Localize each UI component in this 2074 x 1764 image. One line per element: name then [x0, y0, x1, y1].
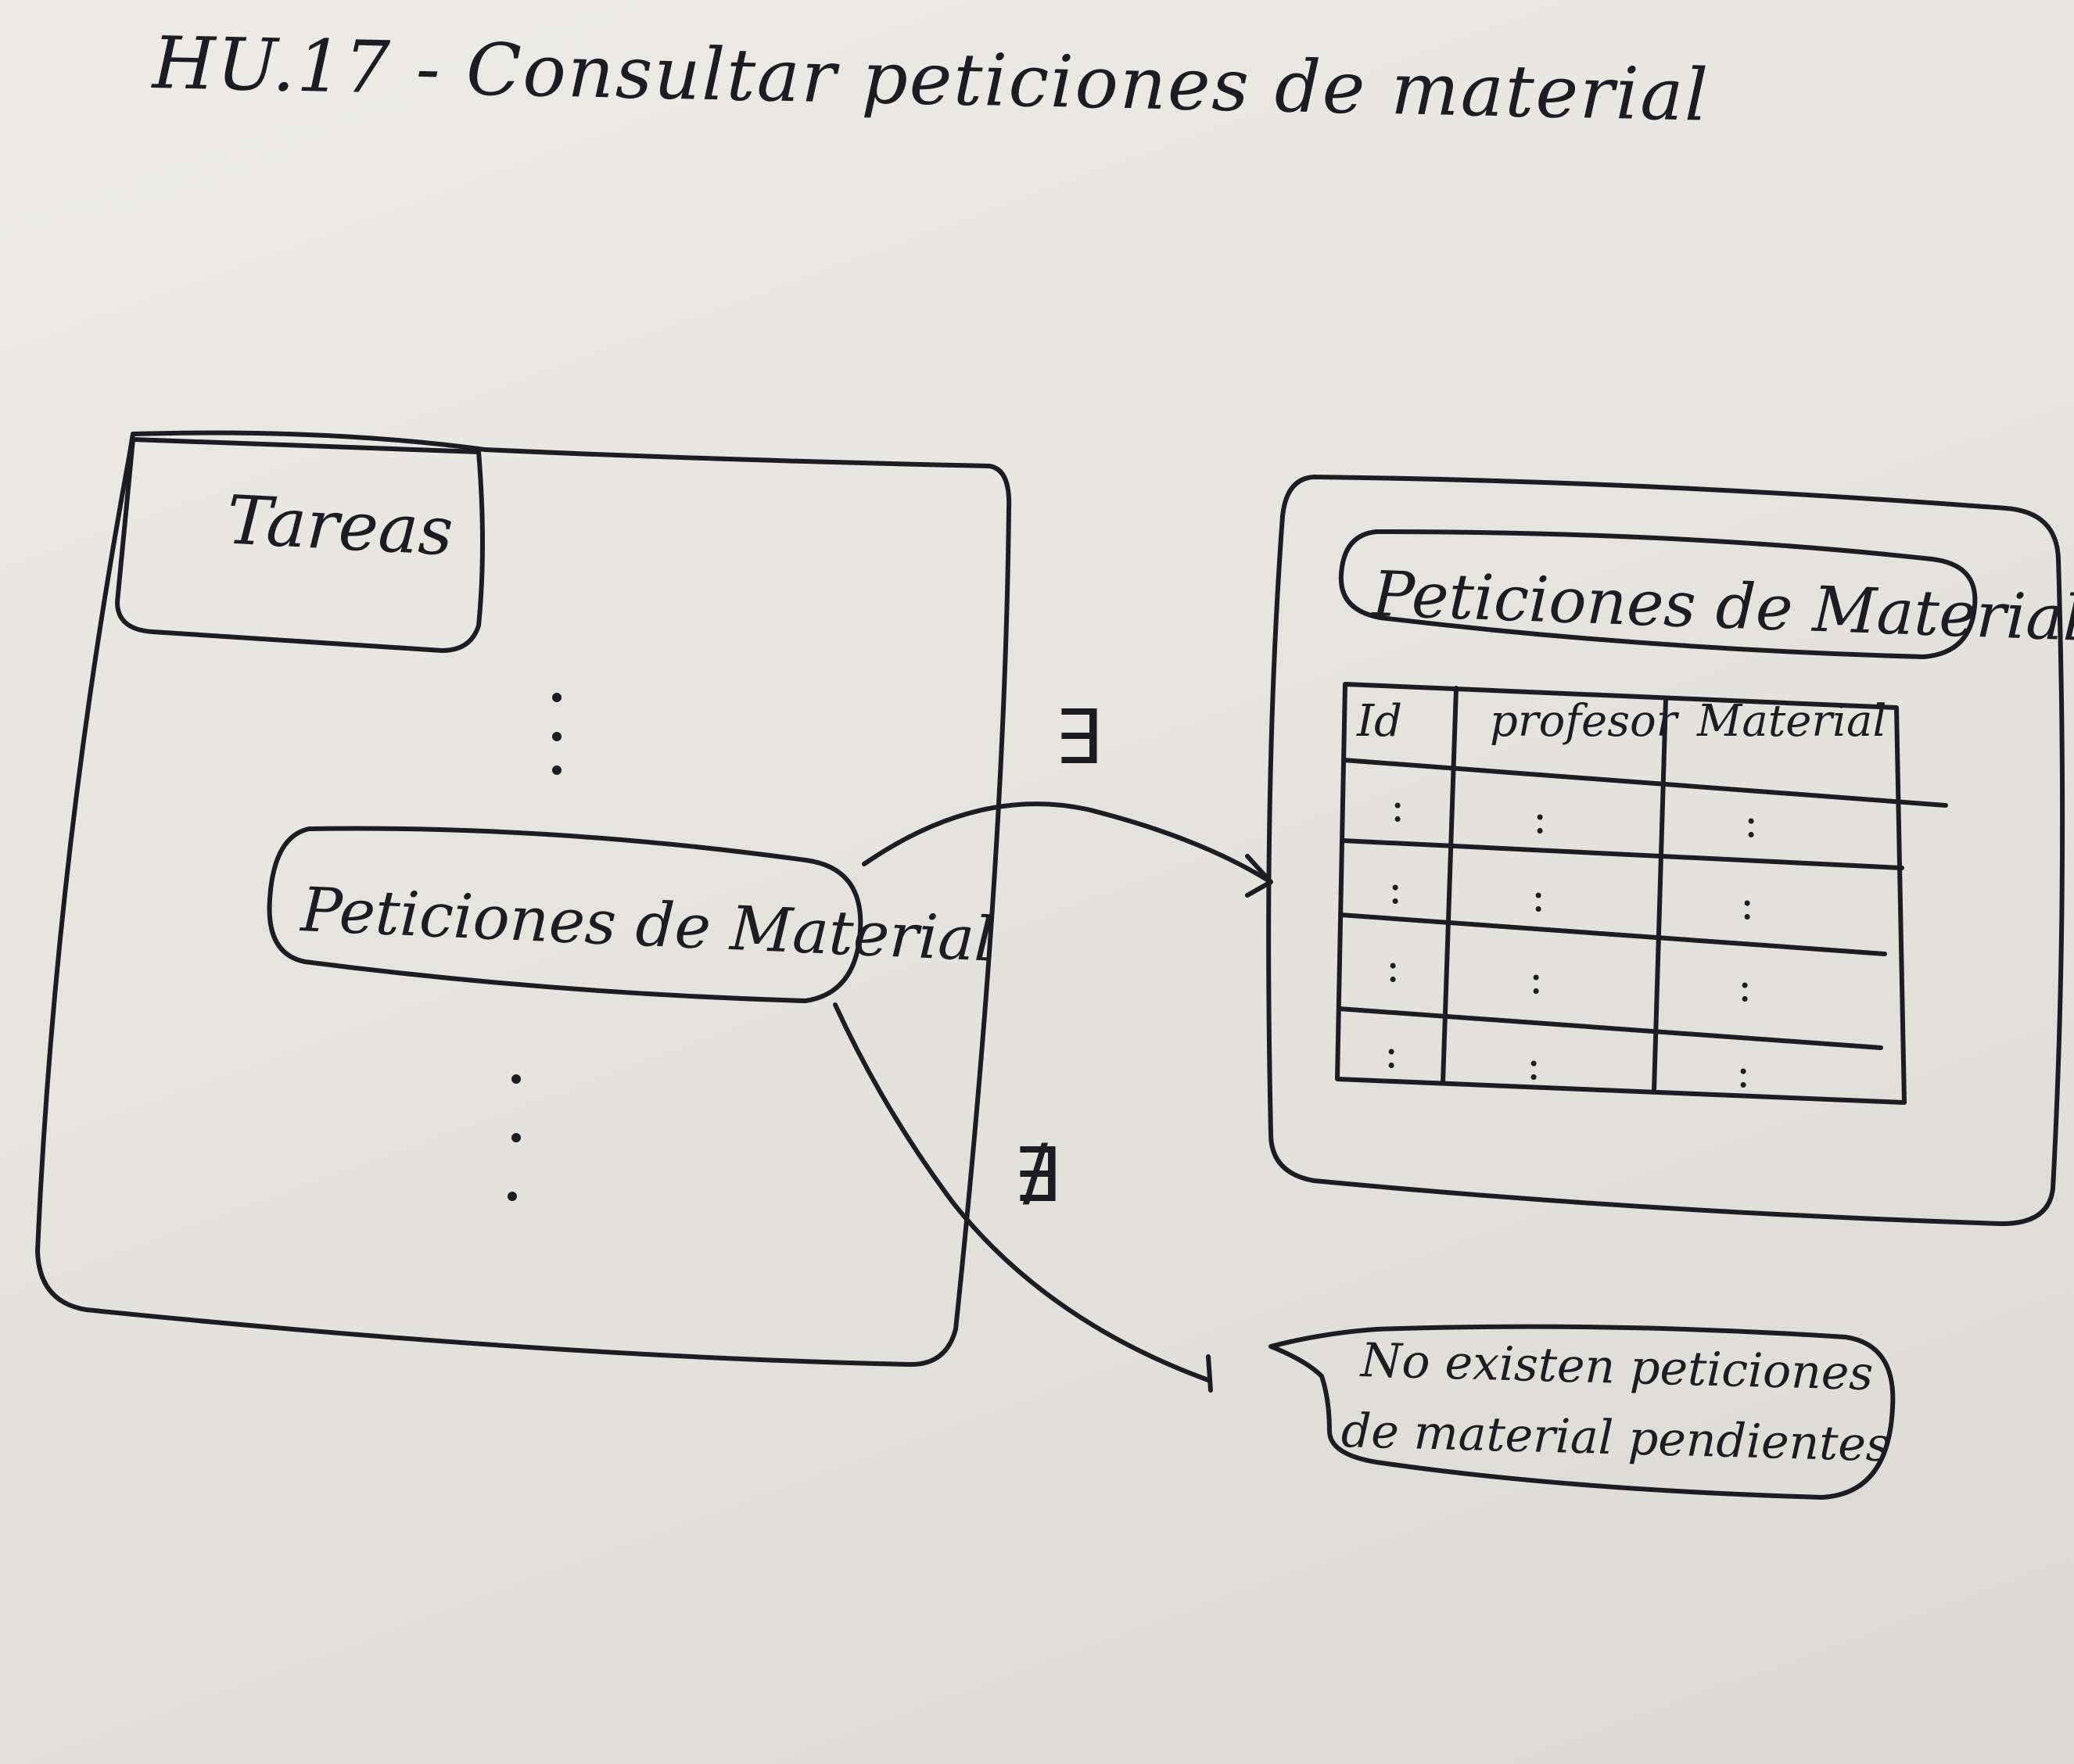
main-screen-frame	[35, 430, 1012, 1367]
table-cell: :	[1388, 864, 1403, 913]
column-header-id: Id	[1357, 696, 1402, 747]
requests-screen-frame	[1266, 475, 2065, 1226]
arrow-not-exists	[833, 1002, 1211, 1382]
table-cell: :	[1736, 1048, 1751, 1097]
table-cell: :	[1529, 954, 1544, 1003]
table-cell: :	[1527, 1040, 1541, 1089]
empty-message-bubble	[1268, 1324, 1896, 1500]
table-cell: :	[1744, 798, 1759, 847]
tareas-tab-box	[115, 437, 485, 653]
column-header-material: Material	[1697, 696, 1887, 747]
table-cell: :	[1531, 872, 1546, 921]
empty-message-line1: No existen peticiones	[1360, 1333, 1875, 1402]
table-cell: :	[1740, 880, 1755, 929]
menu-item-pill	[267, 826, 863, 1003]
table-cell: :	[1533, 794, 1548, 843]
requests-title-pill	[1338, 529, 1978, 659]
table-cell: :	[1738, 962, 1753, 1011]
not-exists-symbol: ∄	[1013, 1131, 1060, 1219]
exists-symbol: ∃	[1054, 694, 1102, 781]
table-cell: :	[1390, 782, 1405, 831]
table-cell: :	[1386, 942, 1401, 991]
tab-tareas[interactable]: Tareas	[224, 481, 455, 572]
column-header-profesor: profesor	[1490, 696, 1678, 747]
table-cell: :	[1384, 1028, 1399, 1077]
empty-message-line2: de material pendientes	[1340, 1404, 1891, 1473]
table-border	[1335, 682, 1907, 1105]
arrow-exists	[862, 801, 1269, 882]
